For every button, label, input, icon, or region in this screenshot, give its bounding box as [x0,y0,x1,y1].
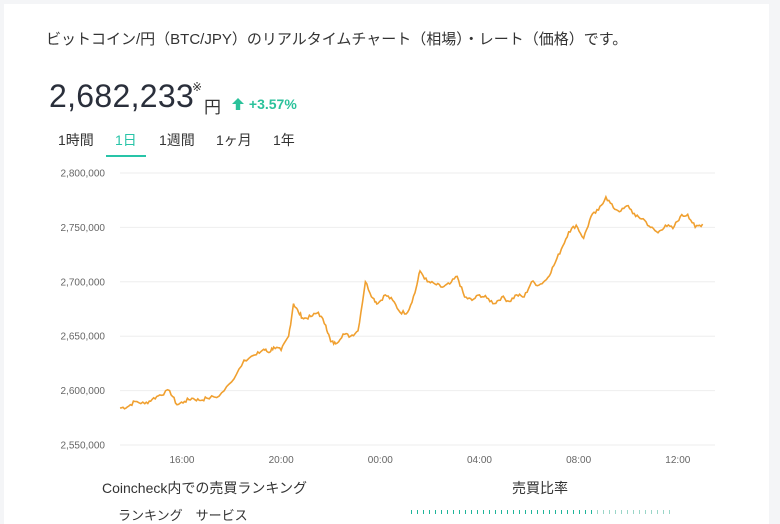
arrow-up-icon [232,98,244,110]
y-tick-label: 2,700,000 [61,277,106,288]
price-change: +3.57% [231,96,297,112]
x-tick-label: 16:00 [169,455,194,466]
ratio-title: 売買比率 [512,480,568,496]
chart-grid [120,172,715,446]
price-unit: 円 [204,98,221,117]
price-line [119,194,704,410]
x-tick-label: 08:00 [566,455,591,466]
tab-1y[interactable]: 1年 [273,132,295,148]
y-tick-label: 2,600,000 [61,386,106,397]
tab-1h[interactable]: 1時間 [58,132,94,148]
ranking-subtitle: ランキング サービス [118,508,248,523]
x-tick-label: 12:00 [665,455,690,466]
y-tick-label: 2,550,000 [61,441,106,452]
x-tick-label: 00:00 [368,455,393,466]
page-description: ビットコイン/円（BTC/JPY）のリアルタイムチャート（相場）・レート（価格）… [46,31,628,48]
y-tick-label: 2,800,000 [61,169,106,180]
y-tick-label: 2,650,000 [61,332,106,343]
price-note-mark: ※ [192,80,203,94]
tab-1w[interactable]: 1週間 [159,132,195,148]
tab-1d[interactable]: 1日 [115,132,137,148]
tab-1m[interactable]: 1ヶ月 [216,132,252,148]
buy-sell-ratio-bar [411,510,671,514]
active-tab-indicator [106,155,146,157]
x-axis-ticks: 16:00 20:00 00:00 04:00 08:00 12:00 [169,455,690,466]
y-tick-label: 2,750,000 [61,223,106,234]
y-axis-ticks: 2,800,000 2,750,000 2,700,000 2,650,000 2,60… [61,169,106,452]
buy-ratio-fill [411,510,593,514]
current-price: 2,682,233 [49,78,195,114]
content-card [4,4,769,524]
price-chart[interactable]: 2,800,000 2,750,000 2,700,000 2,650,000 2,60… [0,160,780,475]
price-change-value: +3.57% [248,96,297,112]
x-tick-label: 20:00 [269,455,294,466]
x-tick-label: 04:00 [467,455,492,466]
ranking-title: Coincheck内での売買ランキング [102,480,307,496]
